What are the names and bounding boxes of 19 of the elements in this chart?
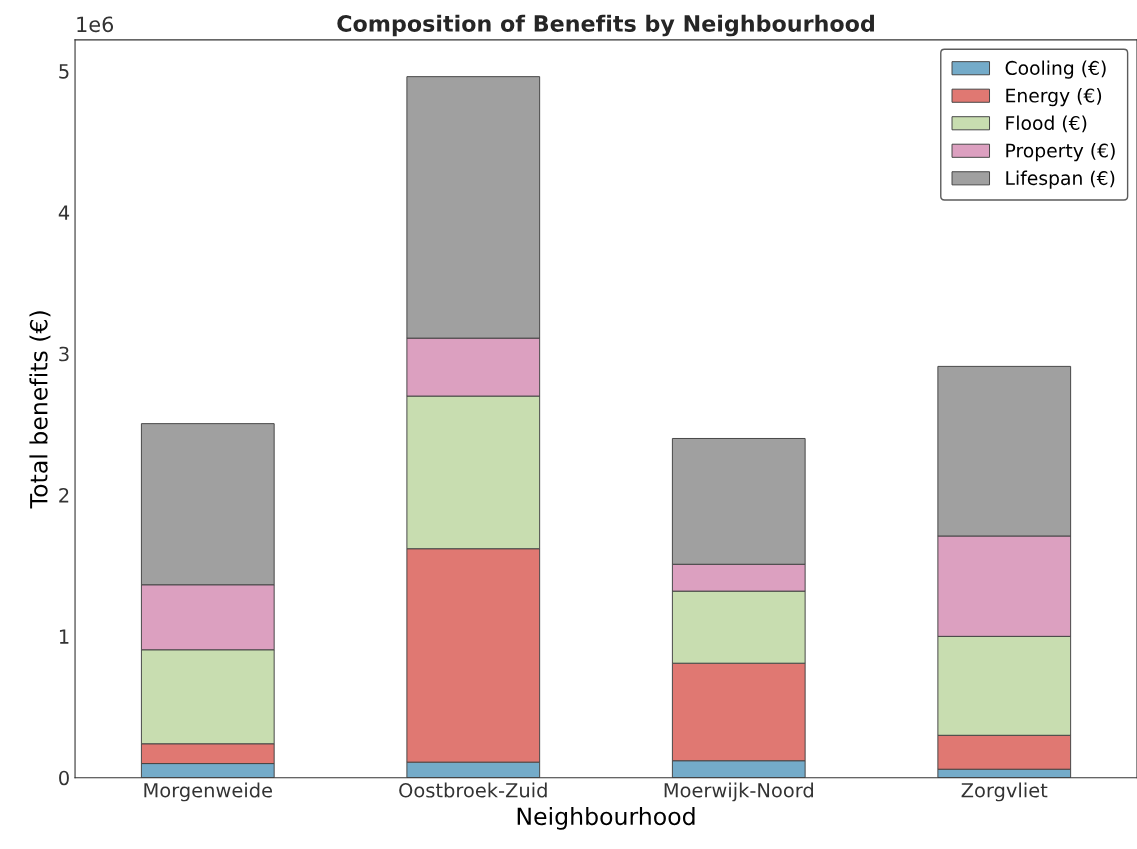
text: 1e6 — [77, 16, 114, 33]
y-tick-label: 4 — [58, 205, 70, 220]
legend-label: Lifespan (€) — [1006, 170, 1115, 189]
legend-label: Cooling (€) — [1005, 60, 1106, 79]
y-tick-label: 0 — [59, 770, 69, 786]
legend-label: Energy (€) — [1006, 88, 1102, 107]
x-axis-title: Neighbourhood — [517, 806, 695, 830]
y-tick-label: 3 — [59, 346, 69, 362]
legend-label: Property (€) — [1006, 143, 1115, 162]
x-tick-label: Oostbroek-Zuid — [399, 782, 547, 798]
y-axis-title: Total benefits (€) — [29, 311, 51, 509]
chart-title: Composition of Benefits by Neighbourhood — [337, 14, 874, 37]
x-tick-label: Moerwijk-Noord — [664, 782, 813, 802]
x-tick-label: Zorgvliet — [961, 782, 1048, 802]
y-tick-label: 2 — [59, 487, 69, 503]
y-tick-label: 1 — [59, 629, 69, 644]
x-tick-label: Morgenweide — [144, 782, 273, 802]
y-tick-label: 5 — [59, 64, 69, 79]
legend-label: Flood (€) — [1006, 115, 1087, 133]
